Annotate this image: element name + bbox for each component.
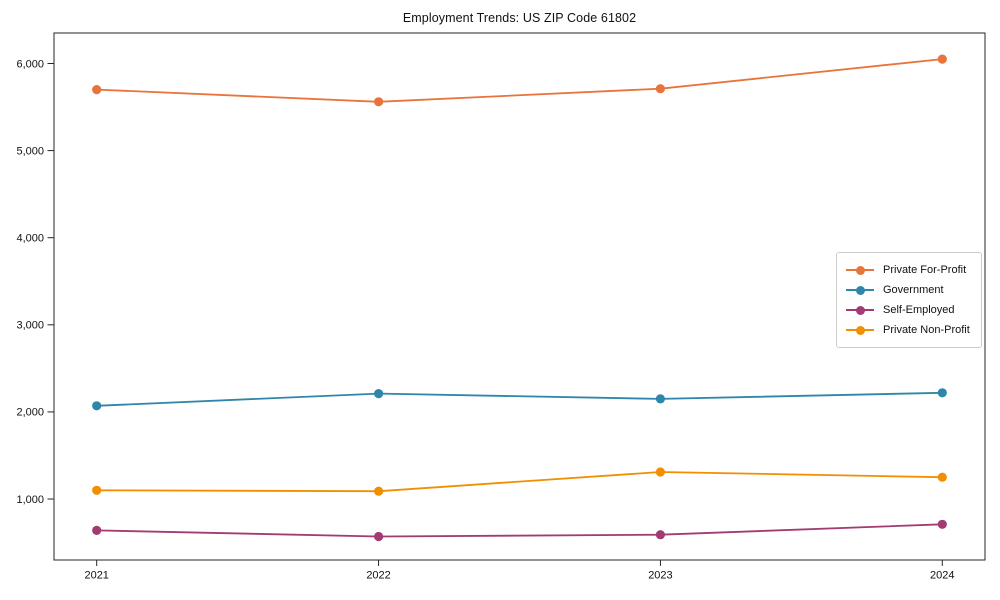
data-point-government-2023 — [655, 394, 666, 404]
x-axis-tick-label: 2023 — [648, 570, 672, 582]
line-series-self-employed — [95, 523, 944, 538]
y-axis-tick-label: 2,000 — [16, 407, 44, 419]
data-point-private-non-profit-2024 — [937, 472, 947, 482]
y-axis-tick-label: 5,000 — [16, 145, 44, 157]
x-axis-tick-label: 2021 — [84, 570, 108, 582]
line-series-private-non-profit — [95, 471, 944, 493]
data-point-private-for-profit-2021 — [92, 85, 102, 95]
data-point-self-employed-2021 — [92, 525, 102, 536]
chart-legend: Private For-Profit Government Self-Employe… — [836, 252, 982, 348]
data-point-private-non-profit-2023 — [655, 467, 666, 477]
line-series-government — [95, 391, 944, 407]
legend-label: Self-Employed — [883, 304, 955, 316]
legend-marker-private-for-profit — [846, 265, 874, 276]
data-point-government-2022 — [374, 389, 384, 399]
legend-marker-self-employed — [846, 305, 874, 316]
plot-area-border — [53, 32, 986, 561]
legend-label: Government — [883, 284, 944, 296]
data-point-private-for-profit-2023 — [655, 84, 666, 94]
data-point-government-2021 — [92, 401, 102, 411]
data-point-self-employed-2022 — [374, 531, 384, 542]
line-series-private-for-profit — [95, 58, 944, 103]
data-point-private-for-profit-2024 — [937, 54, 947, 64]
data-point-self-employed-2024 — [937, 519, 947, 529]
legend-item-private-for-profit: Private For-Profit — [846, 261, 972, 279]
y-axis-tick-label: 1,000 — [16, 494, 44, 506]
data-point-self-employed-2023 — [655, 530, 666, 540]
data-point-private-non-profit-2022 — [374, 486, 384, 496]
legend-item-self-employed: Self-Employed — [846, 301, 972, 319]
data-point-private-non-profit-2021 — [92, 485, 102, 495]
legend-label: Private For-Profit — [883, 264, 967, 276]
chart-title: Employment Trends: US ZIP Code 61802 — [402, 11, 637, 25]
legend-marker-private-non-profit — [846, 325, 874, 336]
data-point-private-for-profit-2022 — [374, 97, 384, 107]
y-axis-tick-label: 6,000 — [16, 58, 44, 70]
legend-item-government: Government — [846, 281, 972, 299]
legend-marker-government — [846, 285, 874, 296]
data-point-government-2024 — [937, 388, 947, 398]
legend-item-private-non-profit: Private Non-Profit — [846, 321, 972, 339]
x-axis-tick-label: 2022 — [366, 570, 390, 582]
legend-label: Private Non-Profit — [883, 324, 970, 336]
x-axis-tick-label: 2024 — [930, 570, 954, 582]
y-axis-tick-label: 3,000 — [16, 320, 44, 332]
y-axis-tick-label: 4,000 — [16, 233, 44, 245]
